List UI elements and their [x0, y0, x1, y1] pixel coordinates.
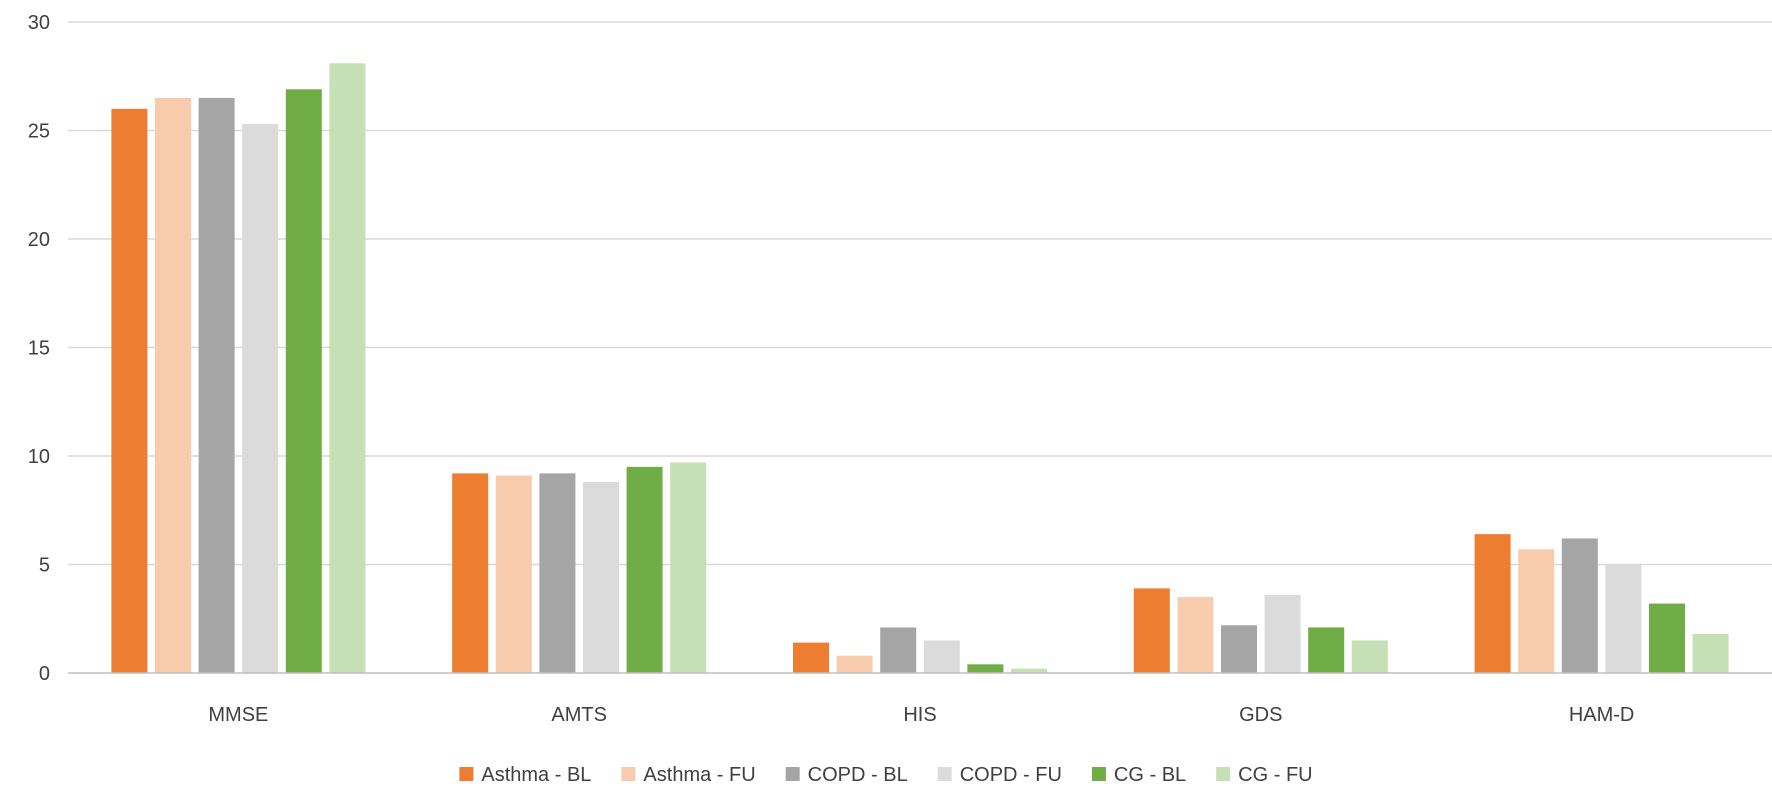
bar	[1692, 633, 1729, 673]
bar	[626, 466, 663, 673]
y-tick-label: 5	[39, 555, 50, 577]
bar	[155, 97, 191, 673]
legend-swatch	[459, 767, 474, 781]
legend: Asthma - BL Asthma - FU COPD - BL COPD - FU…	[459, 764, 1313, 786]
bar	[1474, 534, 1511, 673]
bar	[1518, 549, 1555, 673]
legend-label: Asthma - FU	[643, 764, 755, 786]
gridlines	[68, 21, 1772, 566]
bar	[198, 97, 235, 673]
y-tick-label: 10	[28, 446, 50, 468]
bar	[836, 655, 873, 673]
legend-swatch	[785, 767, 800, 781]
x-tick-label: MMSE	[208, 704, 268, 726]
y-tick-label: 15	[28, 338, 50, 360]
legend-swatch	[1216, 767, 1231, 781]
legend-swatch	[621, 767, 636, 781]
bar	[1351, 640, 1388, 673]
legend-label: CG - BL	[1114, 764, 1186, 786]
bars	[111, 63, 1729, 674]
bar	[1264, 594, 1301, 673]
legend-swatch	[937, 767, 952, 781]
x-tick-label: GDS	[1239, 704, 1282, 726]
y-tick-label: 25	[28, 121, 50, 143]
category-labels: MMSE AMTS HIS GDS HAM-D	[208, 704, 1634, 726]
bar	[285, 89, 322, 673]
bar	[1308, 627, 1345, 673]
y-tick-label: 30	[28, 12, 50, 34]
bar	[1605, 564, 1642, 673]
x-tick-label: HAM-D	[1569, 704, 1635, 726]
y-tick-label: 20	[28, 229, 50, 251]
legend-swatch	[1091, 767, 1106, 781]
x-tick-label: AMTS	[551, 704, 607, 726]
bar	[793, 642, 829, 673]
bar	[1011, 668, 1047, 673]
bar	[1177, 597, 1214, 673]
bar	[1221, 625, 1257, 673]
y-tick-label: 0	[39, 663, 50, 685]
bar	[111, 108, 148, 674]
bar	[967, 664, 1004, 673]
bar	[670, 462, 707, 673]
legend-label: COPD - BL	[808, 764, 908, 786]
legend-label: Asthma - BL	[481, 764, 591, 786]
bar	[583, 482, 619, 673]
y-axis-ticks: 0 5 10 15 20 25 30	[28, 12, 50, 685]
bar	[923, 640, 960, 673]
x-tick-label: HIS	[903, 704, 936, 726]
bar	[495, 475, 532, 673]
bar	[539, 473, 576, 673]
bar	[880, 627, 917, 673]
legend-label: COPD - FU	[960, 764, 1062, 786]
legend-label: CG - FU	[1238, 764, 1312, 786]
bar	[242, 123, 279, 674]
bar	[1133, 588, 1170, 673]
bar	[329, 63, 366, 674]
bar	[1649, 603, 1685, 673]
bar	[452, 473, 489, 673]
bar	[1561, 538, 1598, 673]
